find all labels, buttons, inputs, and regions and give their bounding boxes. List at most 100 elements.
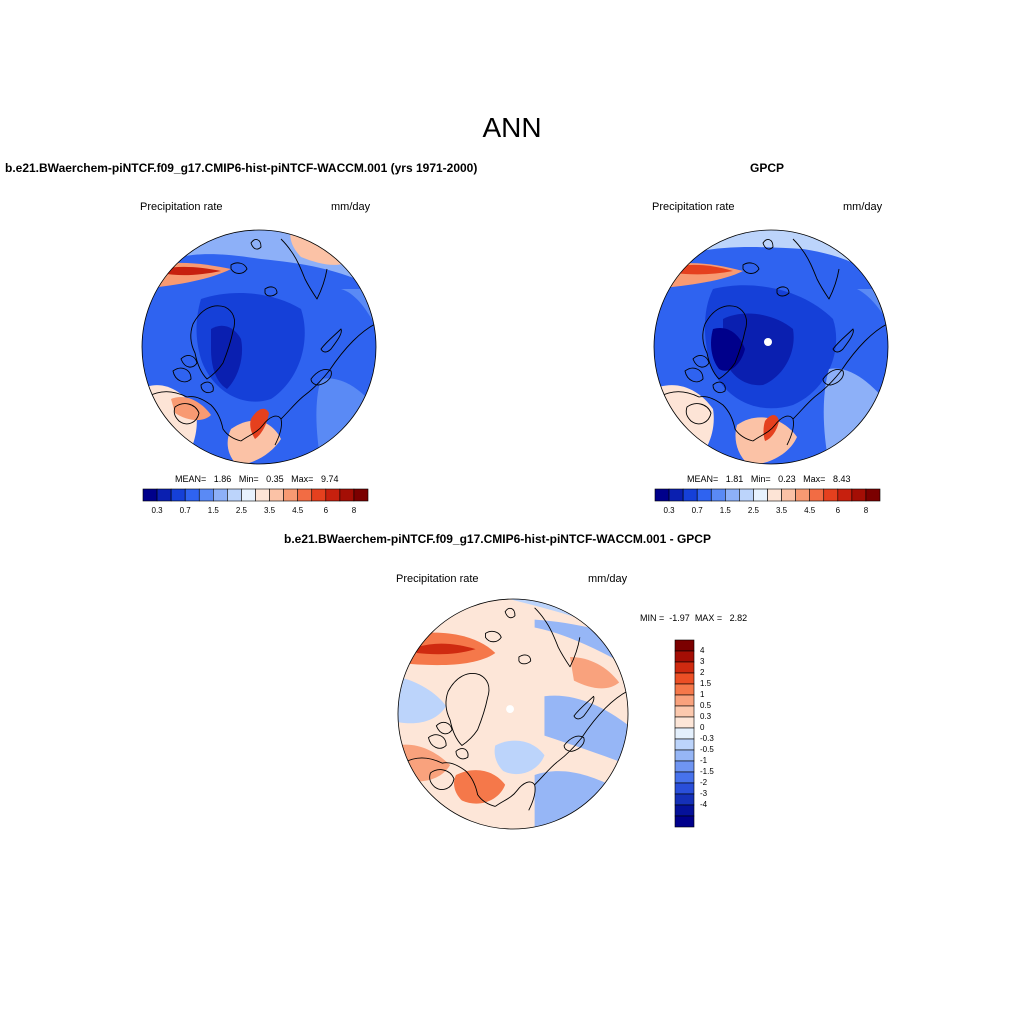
model-colorbar-label: 6 [323, 506, 329, 515]
diff-colorbar-box [674, 705, 695, 718]
model-mean-label: MEAN= [175, 474, 207, 484]
obs-colorbar-label: 2.5 [747, 506, 759, 515]
model-coastline [180, 355, 198, 368]
obs-coastline [832, 328, 854, 353]
model-min-label: Min= [238, 474, 259, 484]
diff-colorbar-label: 0.5 [700, 701, 712, 710]
diff-precip-contour [570, 656, 620, 689]
model-min-value: 0.35 [266, 474, 284, 484]
obs-coastline [742, 262, 760, 274]
diff-coastline [544, 619, 581, 668]
diff-units-label: mm/day [588, 573, 628, 585]
model-map-border [141, 229, 377, 465]
diff-coastline [534, 607, 545, 620]
obs-coastline [752, 415, 794, 446]
diff-map-border [397, 598, 629, 830]
diff-colorbar-label: -0.3 [700, 734, 714, 743]
diff-colorbar-box [674, 661, 695, 674]
diff-colorbar-box [674, 672, 695, 685]
obs-precip-contour [763, 415, 779, 441]
obs-coastline [684, 367, 704, 383]
diff-colorbar-label: 1 [700, 690, 705, 699]
obs-mean-value: 1.81 [725, 474, 744, 484]
model-variable-label: Precipitation rate [140, 201, 223, 213]
model-colorbar-label: 0.3 [151, 506, 163, 515]
obs-min-label: Min= [750, 474, 771, 484]
model-stats: MEAN= 1.86 Min= 0.35 Max= 9.74 [175, 474, 338, 484]
obs-coastline [702, 305, 748, 380]
diff-max-value: 2.82 [729, 613, 748, 623]
model-coastline [320, 328, 342, 353]
obs-coastline [712, 381, 726, 394]
diff-colorbar-label: 0.3 [700, 712, 712, 721]
diff-colorbar-box [674, 749, 695, 762]
model-precip-contour [171, 396, 211, 421]
diff-colorbar-label: -1 [700, 756, 708, 765]
diff-colorbar-box [674, 793, 695, 806]
model-colorbar-box [269, 488, 284, 502]
obs-colorbar-box [668, 488, 684, 502]
obs-missing-data-pole [764, 338, 772, 346]
diff-coastline [534, 690, 629, 786]
obs-coastline [776, 286, 790, 297]
diff-stats: MIN = -1.97 MAX = 2.82 [640, 613, 747, 623]
model-coastline [200, 381, 214, 394]
diff-colorbar-box [674, 694, 695, 707]
model-coastline [290, 250, 328, 300]
obs-coastline [762, 239, 774, 250]
obs-colorbar-labels: 0.3 0.7 1.5 2.5 3.5 4.5 6 8 [655, 506, 880, 518]
model-polar-map [141, 229, 377, 465]
obs-units-label: mm/day [843, 201, 883, 213]
obs-colorbar-label: 0.7 [691, 506, 703, 515]
obs-polar-map [653, 229, 889, 465]
model-colorbar-label: 0.7 [179, 506, 191, 515]
diff-colorbar-label: -0.5 [700, 745, 714, 754]
model-precip-contour [250, 408, 269, 439]
obs-colorbar-box [823, 488, 839, 502]
model-colorbar-box [213, 488, 228, 502]
diff-colorbar-box [674, 716, 695, 729]
obs-colorbar-box [710, 488, 726, 502]
diff-variable-label: Precipitation rate [396, 573, 479, 585]
model-colorbar-box [311, 488, 327, 502]
model-colorbar-box [255, 488, 270, 502]
obs-colorbar-box [851, 488, 867, 502]
model-colorbar-box [170, 488, 186, 502]
diff-coastline [518, 654, 532, 665]
model-mean-value: 1.86 [213, 474, 232, 484]
diff-colorbar-label: 2 [700, 668, 705, 677]
diff-coastline [573, 695, 595, 720]
diff-colorbar-box [674, 804, 695, 817]
diff-panel-title: b.e21.BWaerchem-piNTCF.f09_g17.CMIP6-his… [284, 532, 711, 546]
diff-colorbar-box [674, 727, 695, 740]
model-colorbar-label: 8 [351, 506, 357, 515]
model-precip-contour [211, 325, 243, 389]
diff-colorbar-label: 0 [700, 723, 705, 732]
diff-colorbar-label: -4 [700, 800, 708, 809]
diff-coastline [435, 721, 453, 735]
diff-coastline [428, 734, 447, 749]
diff-missing-data-pole [506, 705, 514, 714]
diff-min-label: MIN = [640, 613, 665, 623]
model-colorbar-box [241, 488, 256, 502]
model-colorbar-box [283, 488, 298, 502]
model-colorbar-labels: 0.3 0.7 1.5 2.5 3.5 4.5 6 8 [143, 506, 368, 518]
diff-precip-contour [494, 740, 545, 775]
obs-colorbar-box [696, 488, 712, 502]
model-colorbar-box [325, 488, 341, 502]
model-precip-contour [161, 266, 221, 276]
obs-colorbar-box [767, 488, 782, 502]
obs-colorbar-box [654, 488, 670, 502]
diff-colorbar-label: -1.5 [700, 767, 714, 776]
model-coastline [240, 415, 282, 446]
obs-colorbar-label: 3.5 [776, 506, 788, 515]
diff-colorbar-label: 1.5 [700, 679, 712, 688]
model-colorbar-label: 4.5 [292, 506, 304, 515]
model-coastline [310, 368, 332, 386]
model-colorbar-box [353, 488, 369, 502]
obs-coastline [658, 391, 754, 442]
obs-colorbar-label: 1.5 [719, 506, 731, 515]
diff-colorbar-label: 4 [700, 646, 705, 655]
obs-precip-contour [673, 264, 733, 275]
model-coastline [280, 322, 376, 420]
